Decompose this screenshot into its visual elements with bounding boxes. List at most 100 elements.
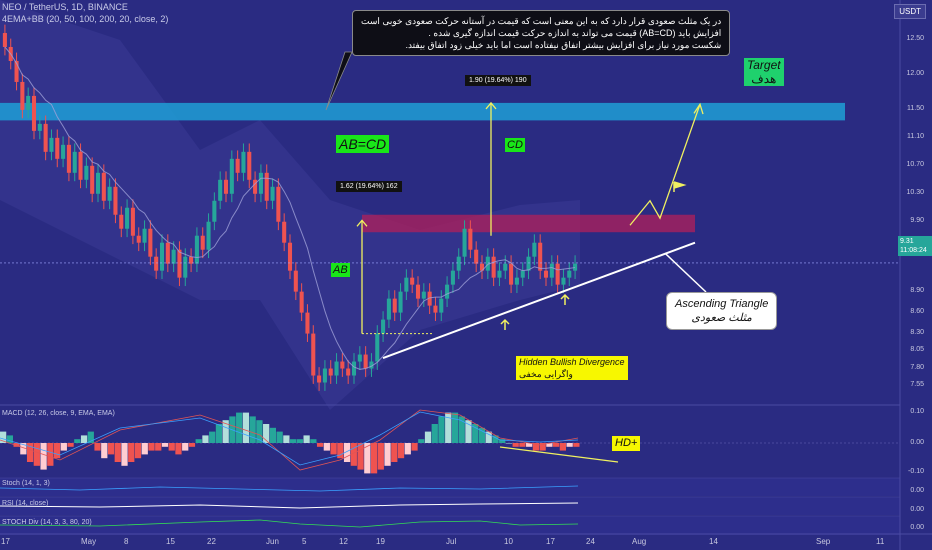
candle-body (20, 81, 25, 110)
candle-body (357, 354, 362, 362)
candle (381, 311, 386, 342)
stoch-div-panel (0, 516, 900, 535)
ascending-fa: مثلث صعودی (691, 312, 752, 324)
candle (567, 262, 572, 287)
candle-body (340, 361, 345, 369)
candle-body (299, 291, 304, 313)
candle-body (200, 235, 205, 250)
candle-body (72, 151, 77, 173)
candle (66, 136, 71, 182)
date-tick: 5 (302, 537, 307, 546)
macd-bar (168, 443, 175, 451)
macd-bar (499, 439, 506, 443)
candle-body (532, 242, 537, 257)
macd-bar (566, 443, 573, 447)
candle (468, 220, 473, 259)
callout-pointer (325, 51, 353, 111)
date-tick: Jul (446, 537, 457, 546)
candle-body (37, 123, 42, 131)
candle-body (456, 256, 461, 271)
macd-bar (222, 420, 229, 443)
candle-body (84, 165, 89, 180)
macd-bar (155, 443, 162, 451)
stoch-div-legend: STOCH Div (14, 3, 3, 80, 20) (2, 519, 92, 526)
currency-badge[interactable]: USDT (894, 4, 926, 19)
candle (520, 262, 525, 287)
candle (369, 353, 374, 377)
triangle-pointer (664, 252, 707, 293)
macd-bar (141, 443, 148, 455)
candle (31, 87, 37, 140)
date-tick: Jun (266, 537, 279, 546)
candle (200, 227, 205, 259)
candle (433, 297, 438, 321)
macd-bar (107, 443, 115, 455)
macd-bar (337, 443, 344, 459)
candle (212, 192, 217, 231)
candle (334, 353, 339, 384)
macd-bar (26, 443, 34, 462)
candle (311, 325, 316, 384)
candle-body (520, 270, 525, 278)
stoch-legend: Stoch (14, 1, 3) (2, 480, 50, 487)
candle-body (555, 263, 560, 285)
target-zone (0, 102, 845, 121)
candle (340, 353, 345, 377)
macd-bar (263, 424, 270, 443)
candle (270, 178, 275, 210)
candle-body (14, 60, 19, 82)
candle (509, 255, 514, 294)
candle (543, 262, 549, 287)
macd-bar (424, 431, 432, 443)
candle-body (293, 270, 298, 292)
candle (20, 73, 25, 119)
macd-bar (526, 443, 533, 447)
macd-bar (370, 443, 378, 474)
candle-body (427, 291, 432, 306)
candle (392, 290, 397, 321)
macd-bar (377, 443, 384, 470)
candle (293, 262, 298, 301)
macd-bar (80, 435, 88, 443)
date-tick: 12 (339, 537, 348, 546)
candle-body (55, 137, 60, 159)
candle (363, 346, 368, 377)
candle-body (514, 277, 519, 285)
candle (299, 283, 304, 321)
candle (95, 164, 101, 203)
target-label: Target هدف (744, 58, 784, 86)
price-tick: 11.10 (907, 132, 924, 140)
candle (404, 269, 409, 301)
date-tick: 8 (124, 537, 129, 546)
macd-bar (458, 416, 465, 443)
projection-path (629, 104, 701, 226)
candle (136, 227, 141, 252)
macd-bar (391, 443, 398, 462)
candle-body (462, 228, 467, 257)
candle (503, 255, 508, 280)
candle (357, 346, 362, 370)
macd-bar (242, 412, 250, 443)
candle (317, 367, 322, 391)
candle (450, 262, 455, 294)
macd-bar (148, 443, 155, 451)
candle-body (229, 158, 234, 194)
macd-bar (94, 443, 101, 451)
macd-bar (276, 431, 283, 443)
candle-body (503, 263, 508, 271)
candle-body (369, 361, 374, 369)
macd-bar (539, 443, 546, 451)
price-tick: 8.60 (910, 307, 924, 315)
price-tick: 8.05 (910, 346, 924, 354)
indicator-legend: 4EMA+BB (20, 50, 100, 200, 20, close, 2) (2, 14, 169, 24)
candle (241, 143, 246, 182)
date-tick: 22 (207, 537, 216, 546)
candle-body (334, 361, 339, 376)
candle (526, 248, 531, 280)
candle-body (573, 263, 578, 271)
macd-bar (60, 443, 67, 451)
candle (351, 353, 357, 384)
candle-body (479, 263, 485, 271)
